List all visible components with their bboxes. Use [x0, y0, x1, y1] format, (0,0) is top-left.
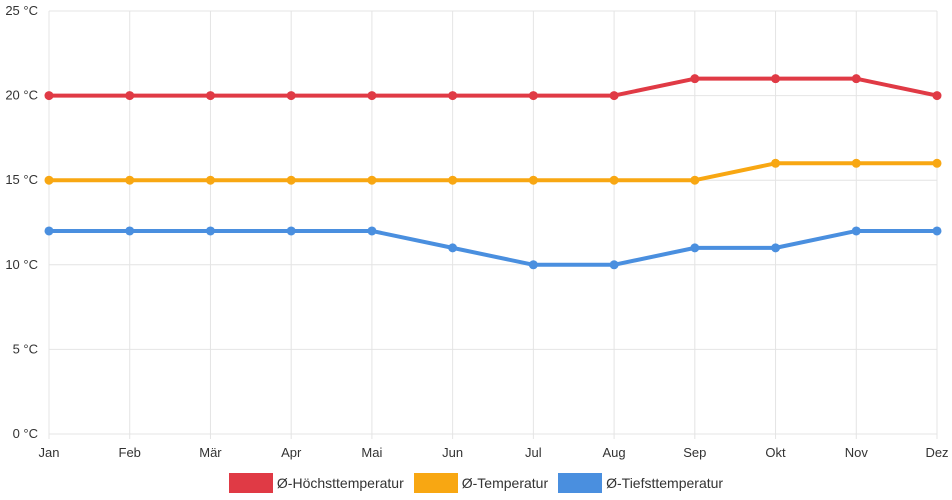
data-point[interactable]: [44, 175, 54, 185]
y-tick-label: 15 °C: [5, 172, 38, 187]
data-point[interactable]: [609, 260, 619, 270]
data-point[interactable]: [367, 226, 377, 236]
x-tick-label: Mai: [361, 445, 382, 460]
data-point[interactable]: [448, 91, 458, 101]
data-point[interactable]: [286, 175, 296, 185]
data-point[interactable]: [448, 243, 458, 253]
legend-swatch: [558, 473, 603, 493]
legend-item[interactable]: Ø-Tiefsttemperatur: [558, 473, 723, 493]
data-point[interactable]: [609, 175, 619, 185]
data-point[interactable]: [851, 158, 861, 168]
data-point[interactable]: [932, 91, 942, 101]
x-tick-label: Jul: [525, 445, 542, 460]
x-tick-label: Okt: [765, 445, 786, 460]
series-line: [47, 76, 939, 98]
data-point[interactable]: [528, 175, 538, 185]
data-point[interactable]: [528, 260, 538, 270]
data-point[interactable]: [690, 74, 700, 84]
data-point[interactable]: [367, 91, 377, 101]
series-lines: [44, 74, 942, 270]
x-tick-label: Dez: [925, 445, 948, 460]
legend: Ø-Höchsttemperatur Ø-Temperatur Ø-Tiefstte…: [0, 472, 952, 494]
y-tick-label: 10 °C: [5, 257, 38, 272]
legend-item[interactable]: Ø-Höchsttemperatur: [228, 473, 404, 493]
data-point[interactable]: [286, 91, 296, 101]
data-point[interactable]: [771, 158, 781, 168]
x-tick-label: Aug: [603, 445, 626, 460]
y-tick-label: 25 °C: [5, 3, 38, 18]
data-point[interactable]: [690, 175, 700, 185]
data-point[interactable]: [44, 91, 54, 101]
y-tick-label: 0 °C: [13, 426, 38, 441]
x-tick-label: Nov: [845, 445, 869, 460]
data-point[interactable]: [205, 175, 215, 185]
data-point[interactable]: [771, 74, 781, 84]
series-line: [47, 228, 939, 267]
data-point[interactable]: [205, 226, 215, 236]
data-point[interactable]: [690, 243, 700, 253]
data-point[interactable]: [851, 226, 861, 236]
data-point[interactable]: [125, 91, 135, 101]
data-point[interactable]: [932, 226, 942, 236]
data-point[interactable]: [771, 243, 781, 253]
grid-lines: [48, 10, 938, 439]
y-tick-label: 5 °C: [13, 341, 38, 356]
x-tick-label: Sep: [683, 445, 706, 460]
data-point[interactable]: [448, 175, 458, 185]
x-tick-label: Apr: [281, 445, 302, 460]
x-tick-label: Mär: [199, 445, 222, 460]
series-1: [44, 158, 942, 185]
x-axis-tick-labels: Jan Feb Mär Apr Mai Jun Jul Aug Sep Okt Nov Dez: [39, 445, 949, 460]
legend-swatch: [228, 473, 273, 493]
x-tick-label: Jan: [39, 445, 60, 460]
series-line: [47, 161, 939, 183]
y-axis-tick-labels: 0 °C 5 °C 10 °C 15 °C 20 °C 25 °C: [5, 3, 38, 441]
x-tick-label: Feb: [119, 445, 141, 460]
data-point[interactable]: [851, 74, 861, 84]
temperature-line-chart: 0 °C 5 °C 10 °C 15 °C 20 °C 25 °C Jan Feb Mär Ap…: [5, 3, 949, 460]
data-point[interactable]: [205, 91, 215, 101]
data-point[interactable]: [528, 91, 538, 101]
data-point[interactable]: [286, 226, 296, 236]
legend-label: Ø-Tiefsttemperatur: [606, 475, 724, 491]
series-2: [44, 226, 942, 270]
legend-swatch: [413, 473, 458, 493]
legend-label: Ø-Höchsttemperatur: [276, 475, 404, 491]
x-tick-label: Jun: [442, 445, 463, 460]
data-point[interactable]: [367, 175, 377, 185]
y-tick-label: 20 °C: [5, 88, 38, 103]
series-0: [44, 74, 942, 101]
data-point[interactable]: [932, 158, 942, 168]
data-point[interactable]: [609, 91, 619, 101]
legend-item[interactable]: Ø-Temperatur: [413, 473, 549, 493]
data-point[interactable]: [125, 175, 135, 185]
data-point[interactable]: [44, 226, 54, 236]
legend-label: Ø-Temperatur: [461, 475, 549, 491]
data-point[interactable]: [125, 226, 135, 236]
